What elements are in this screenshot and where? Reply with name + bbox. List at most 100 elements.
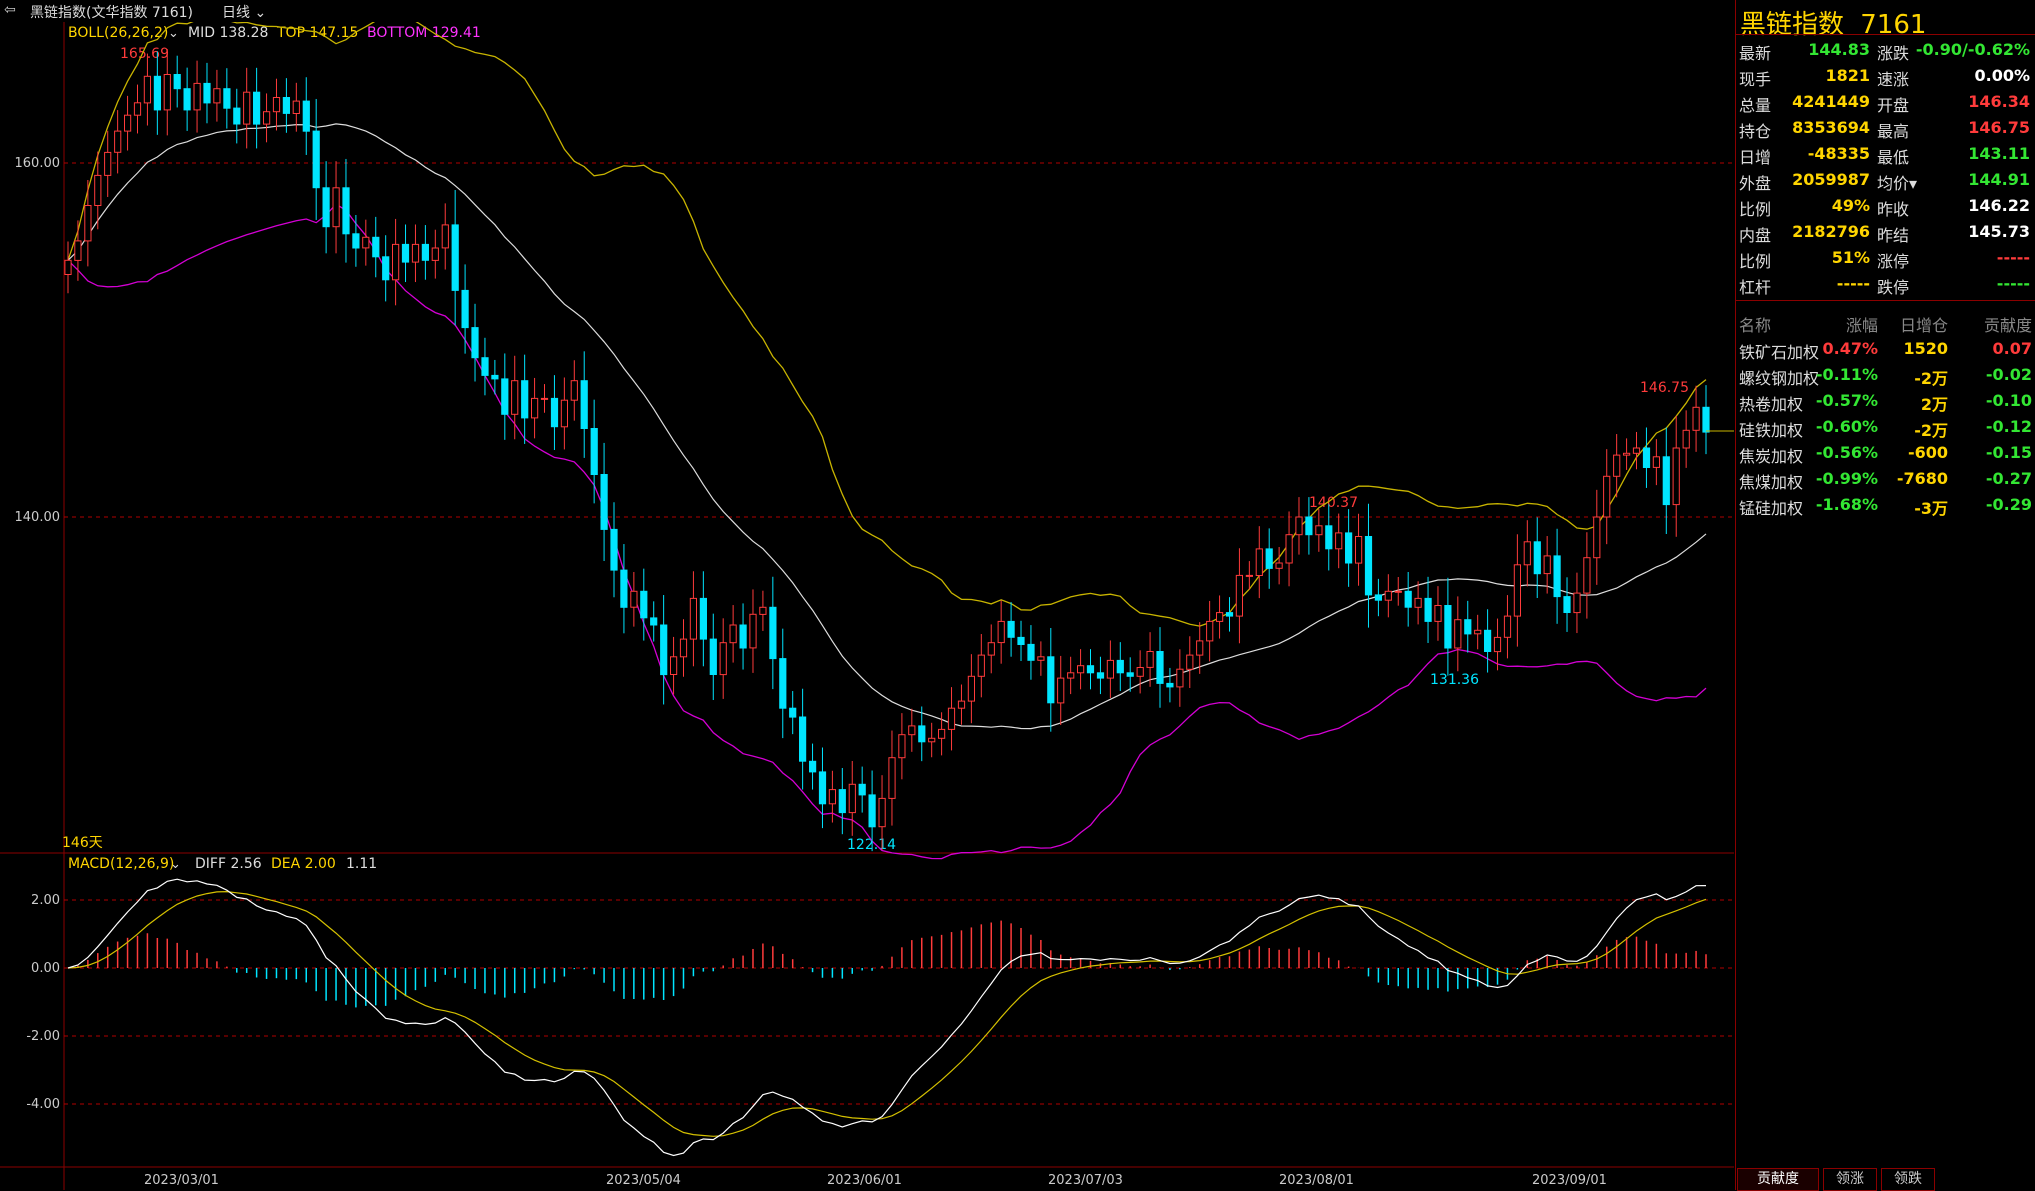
candle-body [809, 760, 817, 773]
candle-body [957, 700, 966, 709]
candle-body [282, 97, 290, 114]
quote-label: 最高 [1877, 122, 1910, 141]
component-row[interactable]: 硅铁加权 -0.60% -2万 -0.12 [1736, 417, 2035, 443]
boll-label[interactable]: BOLL(26,26,2) [68, 25, 168, 41]
component-row[interactable]: 热卷加权 -0.57% 2万 -0.10 [1736, 391, 2035, 417]
candle [1692, 385, 1700, 452]
candle-body [302, 100, 310, 132]
candle [749, 589, 757, 673]
candle-body [580, 380, 588, 430]
candle-body [1503, 615, 1512, 638]
candle [1682, 410, 1690, 468]
macd-label[interactable]: MACD(12,26,9) [68, 856, 174, 872]
quote-label: 内盘 [1739, 226, 1772, 245]
candle [1156, 627, 1164, 708]
candle-body [799, 716, 807, 762]
component-row[interactable]: 锰硅加权 -1.68% -3万 -0.29 [1736, 495, 2035, 521]
candle [1216, 595, 1224, 639]
quote-value: ----- [1836, 274, 1870, 293]
chevron-down-icon[interactable]: ⌄ [170, 857, 181, 872]
candle [640, 568, 648, 641]
candle [332, 161, 340, 254]
candle-body [124, 114, 132, 132]
candle-body [332, 187, 340, 228]
macd-histogram [67, 878, 1707, 1157]
candle [1583, 532, 1591, 619]
candle [213, 69, 221, 122]
back-icon[interactable]: ⇦ [4, 2, 16, 18]
candle-body [1632, 447, 1641, 454]
candle [1176, 649, 1184, 707]
candle [74, 220, 82, 281]
quote-label: 开盘 [1877, 96, 1910, 115]
candle-body [1414, 597, 1422, 608]
candle-body [699, 597, 707, 640]
candle-body [550, 397, 559, 428]
candle [282, 78, 290, 133]
candle [660, 595, 668, 705]
candle-body [1186, 654, 1194, 670]
candle [1047, 627, 1055, 732]
candle [441, 203, 449, 270]
candle [1285, 511, 1293, 587]
date-label: 2023/08/01 [1279, 1173, 1354, 1188]
candle-body [163, 74, 171, 111]
component-row[interactable]: 铁矿石加权 0.47% 1520 0.07 [1736, 339, 2035, 365]
candle-body [1642, 447, 1651, 468]
component-row[interactable]: 焦煤加权 -0.99% -7680 -0.27 [1736, 469, 2035, 495]
panel-tabs: 贡献度 领涨 领跌 [1735, 1168, 2035, 1191]
candle [1196, 622, 1204, 674]
tab-leading-down[interactable]: 领跌 [1881, 1168, 1935, 1191]
component-oi: -600 [1907, 443, 1948, 462]
quote-label: 总量 [1739, 96, 1772, 115]
quote-label: 杠杆 [1739, 278, 1772, 297]
candle-body [1355, 536, 1363, 564]
boll-mid: MID 138.28 [188, 25, 268, 41]
component-oi: -7680 [1896, 469, 1948, 488]
quote-label[interactable]: 均价▾ [1877, 174, 1918, 193]
component-oi: -2万 [1914, 421, 1948, 440]
candle [511, 355, 519, 440]
candle-body [789, 707, 797, 718]
candle [1126, 657, 1134, 692]
candle [193, 60, 201, 133]
candle [223, 68, 231, 129]
price-tick-140: 140.00 [15, 510, 61, 525]
candle [1186, 636, 1194, 689]
quote-value: 144.91 [1968, 170, 2030, 189]
component-row[interactable]: 焦炭加权 -0.56% -600 -0.15 [1736, 443, 2035, 469]
candle [1444, 577, 1452, 676]
tab-leading-up[interactable]: 领涨 [1823, 1168, 1877, 1191]
quote-value: 145.73 [1968, 222, 2030, 241]
candle-body [997, 620, 1005, 644]
chevron-down-icon[interactable]: ⌄ [168, 26, 179, 41]
candle [1037, 641, 1045, 676]
candle-body [1176, 668, 1184, 688]
candle-body [1682, 429, 1690, 449]
quote-label: 持仓 [1739, 122, 1772, 141]
component-row[interactable]: 螺纹钢加权 -0.11% -2万 -0.02 [1736, 365, 2035, 391]
candle-body [1513, 564, 1522, 617]
candle [203, 62, 211, 124]
candle [1464, 600, 1472, 653]
candle [997, 600, 1005, 664]
macd-dea: DEA 2.00 [271, 856, 336, 872]
kline-chart[interactable]: 160.00 140.00 BOLL(26,26,2) ⌄ MID 138.28… [0, 22, 1734, 1190]
candle-body [1662, 456, 1670, 506]
candle-body [392, 243, 400, 281]
components-header: 名称 涨幅 日增仓 贡献度 [1736, 312, 2035, 338]
candle-body [660, 624, 668, 676]
component-change: -0.57% [1815, 391, 1878, 410]
candle-body [342, 187, 350, 235]
candle [362, 219, 370, 266]
candle [550, 375, 559, 450]
candle [382, 235, 390, 302]
period-selector[interactable]: 日线 ⌄ [222, 2, 266, 22]
quote-row: 比例 51% 涨停 ----- [1736, 248, 2035, 274]
quote-row: 日增 -48335 最低 143.11 [1736, 144, 2035, 170]
candle-body [94, 174, 102, 206]
component-name: 硅铁加权 [1739, 421, 1804, 440]
tab-contribution[interactable]: 贡献度 [1737, 1168, 1819, 1191]
boll-bottom: BOTTOM 129.41 [367, 25, 481, 41]
candle [421, 225, 429, 280]
